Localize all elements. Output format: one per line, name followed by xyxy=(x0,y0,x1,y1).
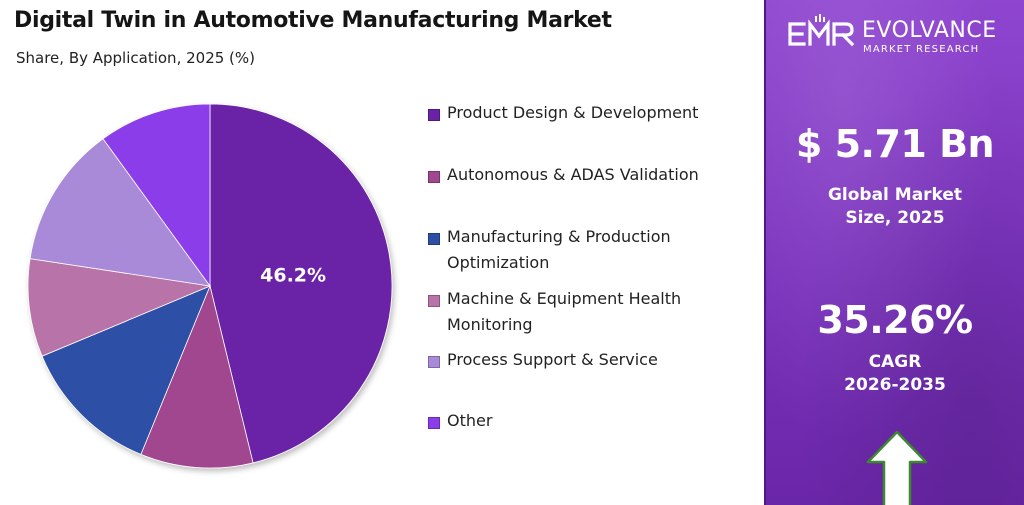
legend-swatch xyxy=(428,233,440,245)
stats-panel: EVOLVANCE MARKET RESEARCH $ 5.71 Bn Glob… xyxy=(764,0,1024,505)
brand-logo: EVOLVANCE MARKET RESEARCH xyxy=(788,14,1024,58)
legend-item: Process Support & Service xyxy=(428,350,737,373)
chart-title: Digital Twin in Automotive Manufacturing… xyxy=(14,8,612,33)
pie-slice xyxy=(27,258,212,357)
legend-swatch xyxy=(428,295,440,307)
up-arrow-icon xyxy=(866,430,928,505)
pie-slice xyxy=(41,285,211,455)
slice-value-label: 46.2% xyxy=(260,265,326,287)
legend-label: Other xyxy=(447,411,493,430)
chart-panel: 46.2% Digital Twin in Automotive Manufac… xyxy=(14,0,758,505)
legend-swatch xyxy=(428,356,440,368)
pie-slice xyxy=(140,284,254,469)
legend-label: Manufacturing & Production Optimization xyxy=(447,227,671,272)
pie-slice xyxy=(102,103,211,288)
market-size-value: $ 5.71 Bn xyxy=(795,122,995,166)
brand-name: EVOLVANCE xyxy=(862,18,997,43)
brand-logo-mark xyxy=(788,14,855,47)
legend-label: Machine & Equipment Health Monitoring xyxy=(447,289,682,334)
legend-swatch xyxy=(428,109,440,121)
chart-legend: Product Design & Development Autonomous &… xyxy=(428,0,758,505)
legend-item: Autonomous & ADAS Validation xyxy=(428,165,737,188)
legend-swatch xyxy=(428,417,440,429)
legend-swatch xyxy=(428,171,440,183)
legend-item: Manufacturing & Production Optimization xyxy=(428,227,737,276)
legend-label: Autonomous & ADAS Validation xyxy=(447,165,699,184)
market-size-label: Global Market Size, 2025 xyxy=(827,185,963,228)
legend-label: Product Design & Development xyxy=(447,103,699,122)
legend-item: Other xyxy=(428,411,737,434)
cagr-label: CAGR 2026-2035 xyxy=(844,352,946,395)
legend-item: Product Design & Development xyxy=(428,103,737,126)
chart-subtitle: Share, By Application, 2025 (%) xyxy=(16,49,256,67)
pie-slice xyxy=(29,138,211,287)
brand-tagline: MARKET RESEARCH xyxy=(863,44,980,55)
pie-slice xyxy=(209,103,393,464)
legend-label: Process Support & Service xyxy=(447,350,658,369)
pie-chart: 46.2% xyxy=(27,103,393,469)
legend-item: Machine & Equipment Health Monitoring xyxy=(428,289,737,338)
cagr-value: 35.26% xyxy=(817,298,973,342)
